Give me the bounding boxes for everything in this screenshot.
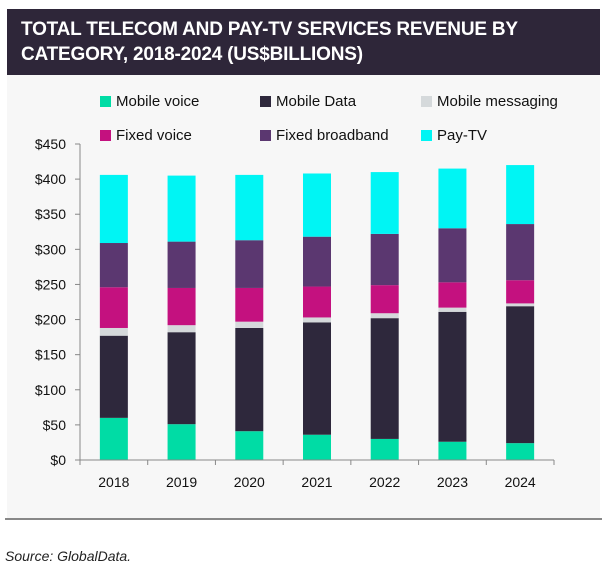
bar-fixed-broadband-2019 xyxy=(167,241,196,288)
bar-fixed-voice-2022 xyxy=(370,285,399,314)
x-tick-label-2022: 2022 xyxy=(369,474,400,490)
bar-mobile-data-2018 xyxy=(99,335,128,418)
bar-pay-tv-2023 xyxy=(438,168,467,229)
legend-label-mobile-messaging: Mobile messaging xyxy=(437,92,558,110)
bar-fixed-broadband-2024 xyxy=(506,224,535,281)
bar-pay-tv-2020 xyxy=(235,174,264,241)
legend-item-mobile-messaging: Mobile messaging xyxy=(421,91,558,111)
y-tick-label-450: $450 xyxy=(35,136,66,152)
source-note: Source: GlobalData. xyxy=(5,548,132,564)
x-tick-label-2021: 2021 xyxy=(301,474,332,490)
bar-mobile-messaging-2018 xyxy=(99,327,128,336)
legend-swatch-fixed-broadband xyxy=(260,129,271,141)
bar-mobile-data-2022 xyxy=(370,318,399,439)
bar-fixed-broadband-2018 xyxy=(99,243,128,288)
bar-mobile-messaging-2019 xyxy=(167,325,196,333)
legend-item-fixed-voice: Fixed voice xyxy=(100,125,192,145)
bar-mobile-voice-2022 xyxy=(370,438,399,460)
bar-mobile-messaging-2022 xyxy=(370,313,399,319)
x-tick-label-2023: 2023 xyxy=(437,474,468,490)
bar-fixed-voice-2023 xyxy=(438,282,467,308)
bar-fixed-broadband-2022 xyxy=(370,233,399,286)
bar-mobile-voice-2023 xyxy=(438,441,467,460)
chart-title-line-1: TOTAL TELECOM AND PAY-TV SERVICES REVENU… xyxy=(21,19,518,40)
x-tick-label-2019: 2019 xyxy=(166,474,197,490)
bar-mobile-data-2019 xyxy=(167,332,196,425)
legend-swatch-pay-tv xyxy=(421,129,432,141)
bar-mobile-data-2021 xyxy=(303,322,331,435)
legend-item-pay-tv: Pay-TV xyxy=(421,125,487,145)
bar-mobile-data-2020 xyxy=(235,327,264,432)
y-tick-label-100: $100 xyxy=(35,382,66,398)
bar-mobile-voice-2020 xyxy=(235,431,264,460)
bar-fixed-voice-2018 xyxy=(99,287,128,328)
chart-legend: Mobile voice Mobile Data Mobile messagin… xyxy=(0,0,614,150)
bar-mobile-messaging-2021 xyxy=(303,317,331,323)
bar-pay-tv-2022 xyxy=(370,172,399,234)
bar-pay-tv-2021 xyxy=(303,173,331,237)
y-tick-label-200: $200 xyxy=(35,312,66,328)
y-tick-label-300: $300 xyxy=(35,241,66,257)
bar-mobile-messaging-2023 xyxy=(438,307,467,312)
y-tick-label-250: $250 xyxy=(35,276,66,292)
legend-label-mobile-data: Mobile Data xyxy=(276,92,357,110)
bars-layer xyxy=(99,165,535,460)
y-tick-label-350: $350 xyxy=(35,206,66,222)
bar-fixed-voice-2021 xyxy=(303,286,331,318)
bar-mobile-data-2024 xyxy=(506,306,535,444)
panel-divider xyxy=(5,518,602,520)
legend-swatch-mobile-messaging xyxy=(421,95,432,107)
bar-mobile-voice-2021 xyxy=(303,434,331,460)
bar-fixed-voice-2024 xyxy=(506,280,535,304)
bar-fixed-broadband-2021 xyxy=(303,236,331,287)
bar-fixed-broadband-2023 xyxy=(438,228,467,283)
legend-swatch-fixed-voice xyxy=(100,129,111,141)
bar-mobile-voice-2019 xyxy=(167,424,196,460)
bar-mobile-messaging-2024 xyxy=(506,303,535,307)
bar-pay-tv-2024 xyxy=(506,165,535,225)
bar-mobile-data-2023 xyxy=(438,311,467,442)
bar-pay-tv-2019 xyxy=(167,175,196,242)
bar-fixed-voice-2020 xyxy=(235,287,264,322)
bar-mobile-voice-2024 xyxy=(506,443,535,460)
x-tick-label-2018: 2018 xyxy=(98,474,129,490)
y-tick-label-150: $150 xyxy=(35,347,66,363)
legend-label-mobile-voice: Mobile voice xyxy=(116,92,200,110)
legend-item-mobile-data: Mobile Data xyxy=(260,91,356,111)
bar-pay-tv-2018 xyxy=(99,174,128,244)
legend-item-fixed-broadband: Fixed broadband xyxy=(260,125,389,145)
y-tick-label-50: $50 xyxy=(43,417,67,433)
y-tick-label-0: $0 xyxy=(50,452,66,468)
bar-fixed-broadband-2020 xyxy=(235,240,264,288)
legend-swatch-mobile-voice xyxy=(100,95,111,107)
legend-item-mobile-voice: Mobile voice xyxy=(100,91,199,111)
bar-mobile-voice-2018 xyxy=(99,417,128,460)
chart-title-bar: TOTAL TELECOM AND PAY-TV SERVICES REVENU… xyxy=(7,9,600,75)
bar-fixed-voice-2019 xyxy=(167,287,196,326)
chart-title-line-2: CATEGORY, 2018-2024 (US$BILLIONS) xyxy=(21,44,363,65)
axes-layer: $0 $50 $100 $150 $200 $250 $300 $350 $400 $450 201… xyxy=(35,136,555,490)
bar-mobile-messaging-2020 xyxy=(235,321,264,328)
x-tick-label-2024: 2024 xyxy=(505,474,536,490)
x-tick-label-2020: 2020 xyxy=(234,474,265,490)
y-tick-label-400: $400 xyxy=(35,171,66,187)
legend-label-fixed-voice: Fixed voice xyxy=(116,126,192,144)
legend-label-fixed-broadband: Fixed broadband xyxy=(276,126,389,144)
legend-swatch-mobile-data xyxy=(260,95,271,107)
legend-label-pay-tv: Pay-TV xyxy=(437,126,488,144)
